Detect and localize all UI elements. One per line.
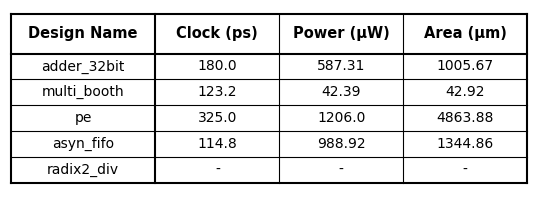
Text: Design Name: Design Name: [29, 26, 138, 41]
Text: adder_32bit: adder_32bit: [41, 59, 125, 74]
Text: 1005.67: 1005.67: [437, 59, 494, 74]
Text: 325.0: 325.0: [197, 111, 237, 125]
Text: 180.0: 180.0: [197, 59, 237, 74]
Text: Area (μm): Area (μm): [424, 26, 507, 41]
Text: -: -: [339, 163, 344, 177]
Text: 123.2: 123.2: [197, 85, 237, 99]
Text: Power (μW): Power (μW): [293, 26, 390, 41]
Text: 1344.86: 1344.86: [437, 137, 494, 151]
Text: pe: pe: [74, 111, 92, 125]
Text: 42.92: 42.92: [445, 85, 485, 99]
Text: radix2_div: radix2_div: [47, 163, 119, 177]
Text: 42.39: 42.39: [322, 85, 361, 99]
Text: -: -: [463, 163, 468, 177]
Text: 4863.88: 4863.88: [436, 111, 494, 125]
Text: multi_booth: multi_booth: [42, 85, 124, 99]
Text: -: -: [215, 163, 220, 177]
Text: asyn_fifo: asyn_fifo: [52, 137, 114, 151]
Text: 988.92: 988.92: [317, 137, 366, 151]
Text: 587.31: 587.31: [317, 59, 365, 74]
Text: 114.8: 114.8: [197, 137, 237, 151]
Text: Clock (ps): Clock (ps): [176, 26, 258, 41]
Text: 1206.0: 1206.0: [317, 111, 365, 125]
